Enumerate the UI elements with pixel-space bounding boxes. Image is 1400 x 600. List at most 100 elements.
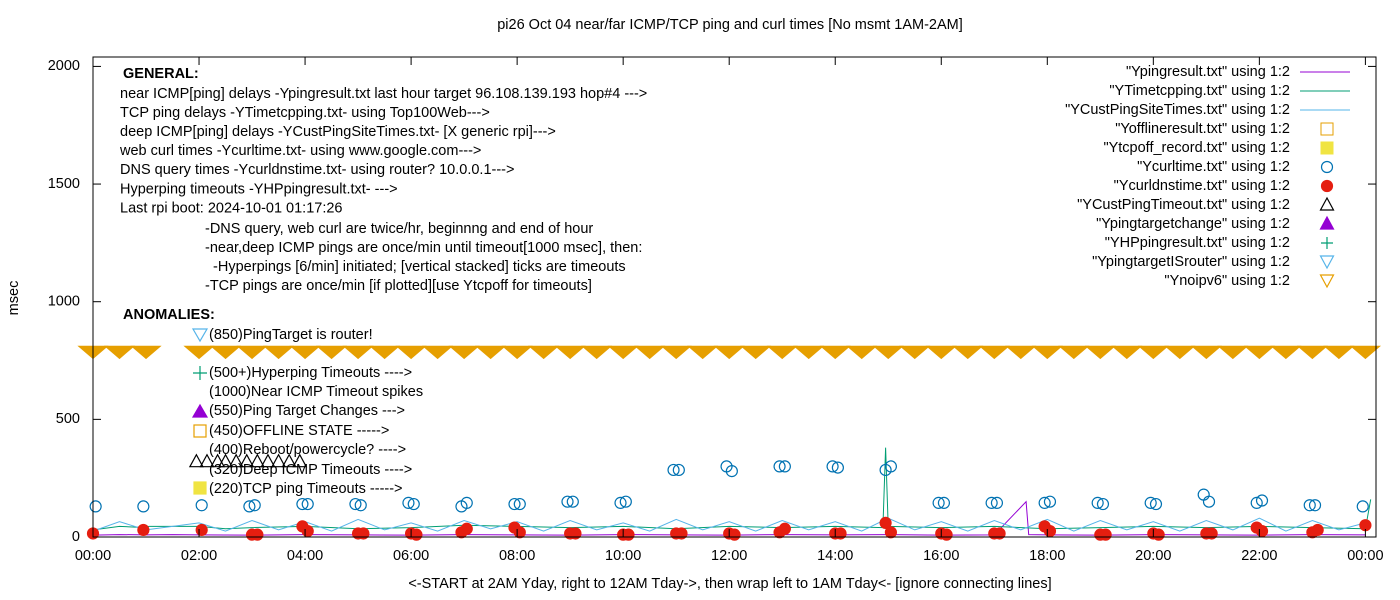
data-point <box>1099 528 1112 541</box>
data-point <box>89 500 102 513</box>
glyph <box>191 403 209 418</box>
data-point <box>407 497 420 511</box>
data-point <box>793 345 825 360</box>
data-point <box>1164 345 1196 360</box>
legend-swatch <box>1320 122 1334 136</box>
glyph <box>191 328 209 343</box>
data-point <box>1084 345 1116 360</box>
data-point <box>1137 345 1169 360</box>
data-point <box>513 497 526 511</box>
general-line: TCP ping delays -YTimetcpping.txt- using… <box>120 105 490 121</box>
data-point <box>296 497 309 511</box>
anomaly-line: (320)Deep ICMP Timeouts ----> <box>209 462 412 478</box>
glyph <box>193 366 207 380</box>
data-point <box>879 516 892 529</box>
data-point <box>884 526 897 539</box>
data-point <box>940 528 953 541</box>
data-point <box>460 522 473 535</box>
data-point <box>1243 345 1275 360</box>
data-point <box>248 499 261 512</box>
data-point <box>778 522 791 535</box>
data-point <box>1038 496 1051 509</box>
data-point <box>619 495 632 508</box>
data-point <box>846 345 878 360</box>
data-point <box>448 345 480 360</box>
data-point <box>249 453 265 468</box>
legend-label: "YCustPingTimeout.txt" using 1:2 <box>1077 197 1290 213</box>
general-note: -Hyperpings [6/min] initiated; [vertical… <box>205 259 626 275</box>
data-point <box>402 496 415 509</box>
glyph <box>193 481 207 495</box>
data-point <box>1096 497 1110 511</box>
data-point <box>1043 495 1057 508</box>
data-point <box>884 460 897 473</box>
data-point <box>199 453 215 468</box>
data-point <box>937 496 951 509</box>
data-point <box>501 345 533 360</box>
legend-label: "Ycurldnstime.txt" using 1:2 <box>1114 178 1290 194</box>
data-point <box>607 345 639 360</box>
data-point <box>1190 345 1222 360</box>
data-point <box>1005 345 1037 360</box>
data-point <box>660 345 692 360</box>
data-point <box>188 453 204 468</box>
data-point <box>1144 496 1157 509</box>
data-point <box>218 453 234 468</box>
x-tick-label: 04:00 <box>287 548 323 564</box>
data-point <box>271 453 287 468</box>
data-point <box>137 500 150 513</box>
data-point <box>728 528 741 541</box>
y-tick-label: 0 <box>72 529 80 545</box>
data-point <box>410 528 423 541</box>
data-point <box>687 345 719 360</box>
data-point <box>292 453 308 468</box>
x-tick-label: 02:00 <box>181 548 217 564</box>
data-point <box>581 345 613 360</box>
annotations: GENERAL: ANOMALIES: near ICMP[ping] dela… <box>119 66 647 497</box>
data-point <box>1152 528 1165 541</box>
x-tick-label: 18:00 <box>1029 548 1065 564</box>
data-point <box>925 345 957 360</box>
chart-title: pi26 Oct 04 near/far ICMP/TCP ping and c… <box>497 17 963 33</box>
data-point <box>354 499 367 512</box>
anomaly-glyphs <box>191 328 209 495</box>
glyph <box>193 424 207 438</box>
data-point <box>1091 496 1104 509</box>
data-point <box>990 496 1004 509</box>
data-point <box>1308 499 1322 512</box>
data-point <box>614 496 627 509</box>
data-point <box>1250 496 1263 509</box>
legend-label: "Ypingtargetchange" using 1:2 <box>1096 216 1290 232</box>
general-line: near ICMP[ping] delays -Ypingresult.txt … <box>120 86 647 102</box>
data-point <box>301 497 314 511</box>
data-point <box>826 460 839 473</box>
data-point <box>569 527 582 540</box>
data-point <box>1111 345 1143 360</box>
x-tick-label: 16:00 <box>923 548 959 564</box>
data-point <box>1205 527 1218 540</box>
data-point <box>262 345 295 360</box>
data-point <box>251 528 264 541</box>
x-tick-label: 10:00 <box>605 548 641 564</box>
data-point <box>672 463 685 477</box>
data-point <box>766 345 798 360</box>
y-tick-label: 500 <box>56 411 80 427</box>
data-point <box>243 500 256 513</box>
data-point <box>667 463 680 477</box>
legend-label: "Ypingresult.txt" using 1:2 <box>1126 64 1290 80</box>
y-tick-label: 1500 <box>48 176 80 192</box>
data-point <box>130 345 162 360</box>
general-heading: GENERAL: <box>123 66 199 82</box>
general-line: web curl times -Ycurltime.txt- using www… <box>119 143 481 159</box>
general-note: -near,deep ICMP pings are once/min until… <box>205 240 642 256</box>
data-point <box>513 526 526 539</box>
data-point <box>1058 345 1090 360</box>
x-axis-label: <-START at 2AM Yday, right to 12AM Tday-… <box>408 576 1051 592</box>
legend-label: "Ynoipv6" using 1:2 <box>1164 273 1290 289</box>
data-point <box>675 527 688 540</box>
x-tick-label: 12:00 <box>711 548 747 564</box>
legend: "Ypingresult.txt" using 1:2 "YTimetcpping… <box>1065 64 1350 289</box>
legend-swatch <box>1319 196 1335 211</box>
data-point <box>395 345 427 360</box>
